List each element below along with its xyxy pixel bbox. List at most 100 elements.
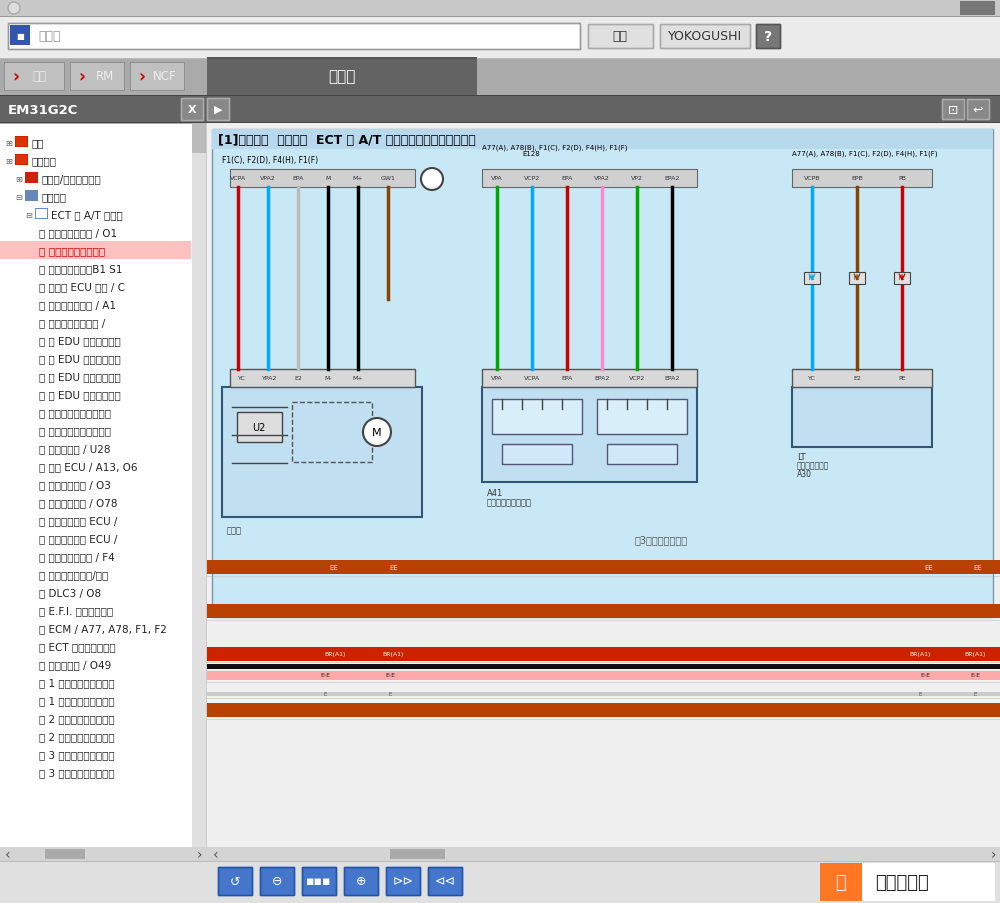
Text: GW1: GW1 [381,176,395,182]
Text: E-E: E-E [320,673,330,678]
Bar [390,849,445,859]
Bar [218,867,252,895]
Bar [428,867,462,895]
Bar [207,647,1000,661]
Text: ⊳⊳: ⊳⊳ [392,874,414,888]
Text: EPA2: EPA2 [664,176,680,182]
Text: E128: E128 [522,151,540,157]
Text: － 曲轴位置传感器 / F4: － 曲轴位置传感器 / F4 [39,552,115,562]
Bar [192,135,206,138]
Text: EPA: EPA [561,376,573,381]
Text: ‹: ‹ [213,847,219,861]
Text: ›: › [13,68,19,86]
Bar [206,124,207,859]
Text: ▪▪▪: ▪▪▪ [306,874,332,888]
Bar [207,703,1000,717]
Bar [660,25,750,49]
Text: M: M [372,427,382,438]
Text: － 2 号喷油器总成（进气: － 2 号喷油器总成（进气 [39,731,115,741]
Text: E: E [918,692,922,697]
Bar [207,693,1000,696]
Bar [70,63,124,91]
Bar [207,58,477,60]
Bar [207,99,229,121]
Bar [207,671,1000,680]
Bar [0,0,1000,1]
Bar [4,63,64,91]
Bar [181,99,203,121]
Bar [0,861,1000,903]
Bar [482,170,697,188]
Text: YPA2: YPA2 [262,376,278,381]
Text: EE: EE [924,564,933,571]
Bar [0,96,1000,97]
Bar [130,63,184,91]
Text: E: E [323,692,327,697]
Bar [967,100,989,120]
Bar [8,24,580,50]
Bar [756,25,780,49]
Text: E: E [973,692,977,697]
Text: X: X [188,105,196,115]
Text: F1: F1 [809,276,815,281]
Text: － 左侧凸轮轴正时机油排: － 左侧凸轮轴正时机油排 [39,407,111,417]
Text: － 燃缸泵模块 / U28: － 燃缸泵模块 / U28 [39,443,110,453]
Bar [192,124,206,154]
Text: － DLC3 / O8: － DLC3 / O8 [39,587,101,598]
Text: LT: LT [797,452,806,461]
Bar [237,413,282,442]
Bar [0,242,191,260]
Text: BR(A1): BR(A1) [964,652,986,656]
Bar [804,273,820,284]
Text: A41: A41 [487,489,503,498]
Bar [25,191,38,201]
Bar [207,604,1000,619]
Text: ›: › [139,68,145,86]
Text: － 空气囊 ECU 总成 / C: － 空气囊 ECU 总成 / C [39,282,125,292]
Bar [942,100,964,120]
Bar [0,60,1000,96]
Text: 系统电路: 系统电路 [31,156,56,166]
Text: － ECM / A77, A78, F1, F2: － ECM / A77, A78, F1, F2 [39,623,167,633]
Bar [218,867,252,895]
Bar [660,25,750,49]
Text: ⊕: ⊕ [356,874,366,888]
Text: 概述: 概述 [31,138,44,148]
Text: EPA: EPA [561,176,573,182]
Text: － E.F.I. 发动机冷却液: － E.F.I. 发动机冷却液 [39,605,113,615]
Text: ↺: ↺ [230,874,240,888]
Text: M+: M+ [353,176,363,182]
Bar [0,59,1000,60]
Bar [756,25,780,49]
Text: 名汽修帮手: 名汽修帮手 [875,873,929,891]
Text: NCF: NCF [153,70,177,83]
Bar [492,399,582,434]
Bar [894,273,910,284]
Text: VCP2: VCP2 [524,176,540,182]
Text: A77(A), A78(B), F1(C), F2(D), F4(H), F1(F): A77(A), A78(B), F1(C), F2(D), F4(H), F1(… [482,144,628,151]
Text: － 空燃比传感器（B1 S1: － 空燃比传感器（B1 S1 [39,264,122,274]
Text: ›: › [79,68,85,86]
Text: － 1 号喷油器总成（直喷: － 1 号喷油器总成（直喷 [39,677,115,687]
Bar [0,0,1000,18]
Bar [207,618,1000,859]
Text: E2: E2 [294,376,302,381]
Text: BR(A1): BR(A1) [909,652,931,656]
Text: E-E: E-E [920,673,930,678]
Text: ⊡: ⊡ [948,103,958,116]
Text: － 加速踏板传感器总成: － 加速踏板传感器总成 [39,246,105,256]
Text: － 空调放大器总成 / O1: － 空调放大器总成 / O1 [39,228,117,237]
Text: ＊3：空关继器模块: ＊3：空关继器模块 [635,535,688,545]
Text: ⊟: ⊟ [25,210,32,219]
Bar [207,665,1000,669]
Text: F1: F1 [854,276,860,281]
Bar [588,25,653,49]
Text: 关键字: 关键字 [38,31,60,43]
Text: EM31G2C: EM31G2C [8,103,78,116]
Text: VPA: VPA [491,176,503,182]
Text: － 带 EDU 的右侧凸轮轴: － 带 EDU 的右侧凸轮轴 [39,372,121,382]
Text: YOKOGUSHI: YOKOGUSHI [668,31,742,43]
Bar [344,867,378,895]
Bar [942,100,964,120]
Text: YC: YC [808,376,816,381]
